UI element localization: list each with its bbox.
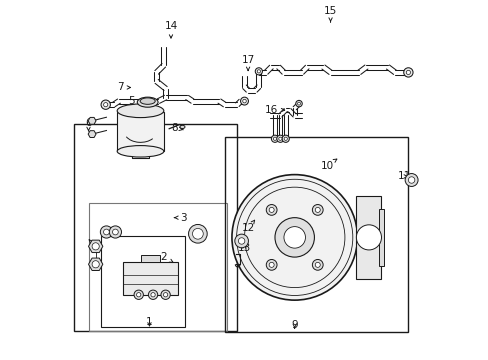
Text: 14: 14 [164,21,177,38]
Text: 11: 11 [397,171,410,181]
Circle shape [255,68,262,75]
Circle shape [278,137,282,140]
Circle shape [266,260,277,270]
Circle shape [276,135,284,142]
Bar [378,209,384,266]
Bar [122,262,178,295]
Ellipse shape [140,98,155,104]
Text: 2: 2 [160,252,173,262]
Circle shape [268,262,274,267]
Ellipse shape [180,125,184,129]
Circle shape [405,174,417,186]
Circle shape [238,238,244,244]
Circle shape [192,228,203,239]
Bar [101,235,185,327]
Text: 9: 9 [291,320,297,330]
Text: 6: 6 [85,118,92,131]
Circle shape [312,260,323,270]
Circle shape [188,225,207,243]
Ellipse shape [117,145,163,157]
Circle shape [274,218,314,257]
Circle shape [92,243,99,250]
Ellipse shape [117,104,163,118]
Bar [88,203,226,330]
Text: 13: 13 [237,243,251,253]
Text: 1: 1 [146,317,152,327]
Circle shape [231,175,357,300]
Circle shape [284,137,287,140]
Text: 17: 17 [241,55,254,71]
Bar [224,137,407,332]
Circle shape [240,97,248,105]
Circle shape [312,204,323,215]
Bar [117,112,163,151]
Circle shape [273,137,276,140]
Circle shape [356,225,381,250]
Text: 4: 4 [89,240,101,253]
Circle shape [266,204,277,215]
Circle shape [242,99,246,103]
Circle shape [284,226,305,248]
Circle shape [112,229,118,235]
Text: 16: 16 [264,105,284,115]
Circle shape [103,103,107,107]
Text: 10: 10 [320,159,336,171]
Circle shape [315,207,320,212]
Circle shape [268,207,274,212]
Circle shape [161,290,170,300]
Polygon shape [88,240,102,253]
Circle shape [234,234,248,248]
Circle shape [297,102,300,105]
Circle shape [406,70,409,75]
Polygon shape [88,258,102,270]
Circle shape [134,290,143,300]
Polygon shape [88,117,96,124]
Bar [74,125,237,330]
Circle shape [148,290,158,300]
Circle shape [92,261,99,268]
Circle shape [136,293,141,297]
Circle shape [103,229,109,235]
Bar [140,255,160,262]
Text: 7: 7 [117,82,130,93]
Text: 12: 12 [241,220,254,233]
Circle shape [151,293,155,297]
Circle shape [282,135,289,142]
Text: 15: 15 [323,6,337,22]
Bar [355,196,380,279]
Circle shape [163,293,167,297]
Text: 5: 5 [128,96,141,106]
Circle shape [100,226,112,238]
Text: 3: 3 [174,213,186,222]
Circle shape [257,70,260,73]
Circle shape [101,100,110,109]
Polygon shape [88,131,96,138]
Circle shape [109,226,121,238]
Circle shape [403,68,412,77]
Circle shape [407,177,414,183]
Circle shape [315,262,320,267]
Text: 8: 8 [171,123,183,133]
Ellipse shape [137,97,158,107]
Circle shape [271,135,278,142]
Circle shape [295,100,302,107]
